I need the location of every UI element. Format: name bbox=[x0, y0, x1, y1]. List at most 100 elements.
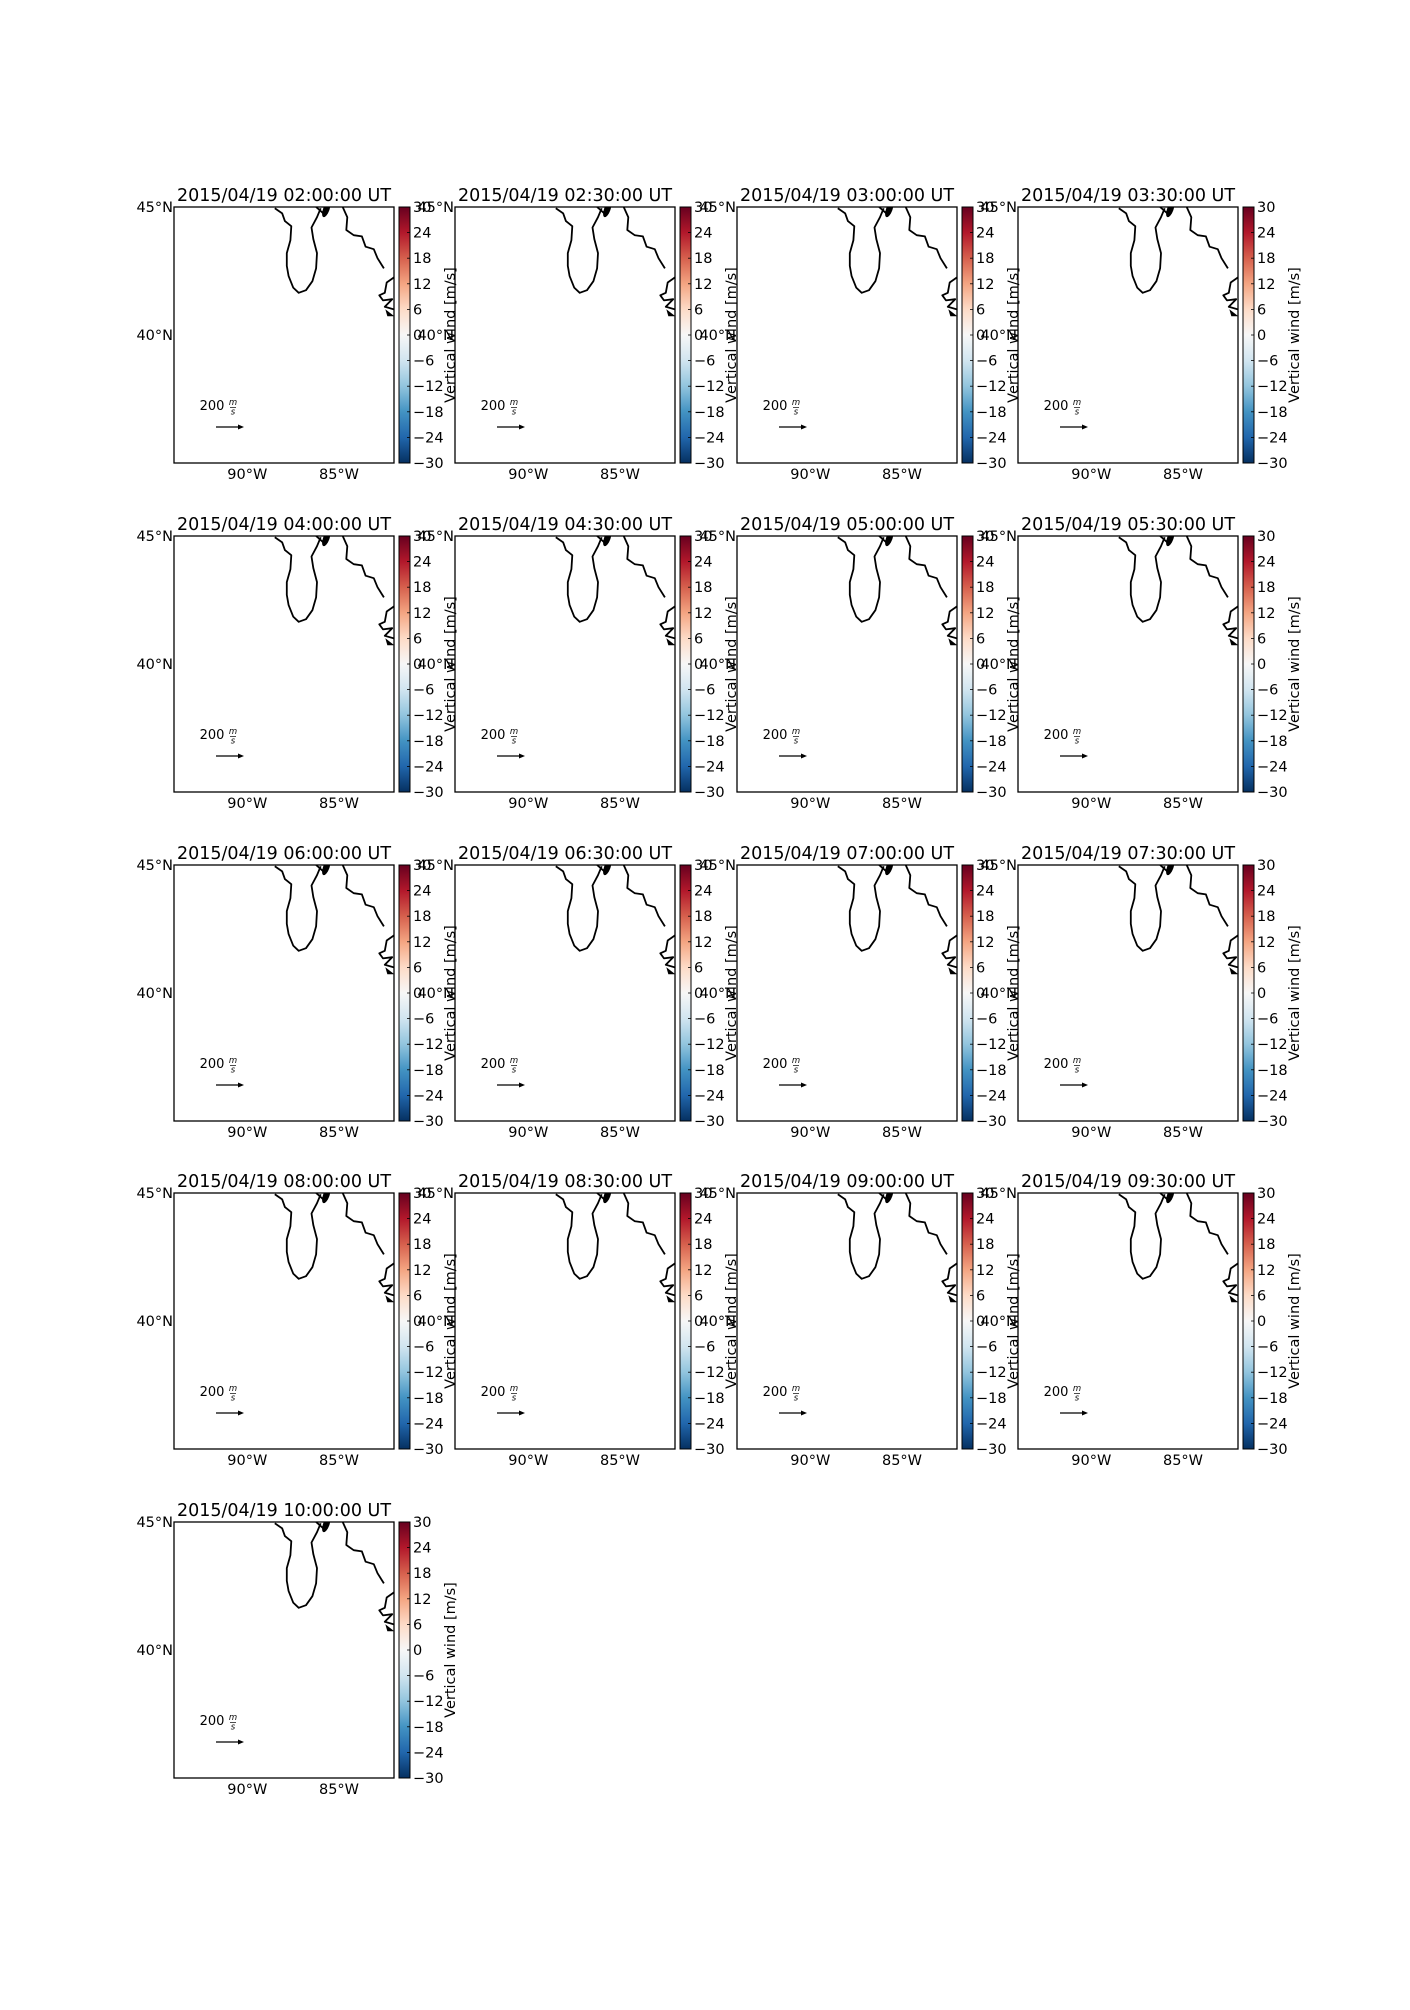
colorbar-tick-label: −18 bbox=[1257, 1063, 1288, 1079]
arrow-head-icon bbox=[519, 753, 525, 759]
colorbar-tick-label: 18 bbox=[413, 1566, 431, 1582]
lake-shape bbox=[603, 207, 612, 218]
arrow-head-icon bbox=[519, 424, 525, 430]
lon-tick-label: 85°W bbox=[600, 796, 640, 812]
colorbar-tick-label: −24 bbox=[694, 759, 725, 775]
coast-marker bbox=[948, 638, 957, 646]
colorbar-tick-label: −6 bbox=[694, 683, 715, 699]
coastline bbox=[659, 934, 675, 969]
coastline bbox=[555, 536, 603, 623]
colorbar-tick-label: 18 bbox=[694, 580, 712, 596]
colorbar-tick-label: −24 bbox=[976, 1088, 1007, 1104]
colorbar-tick-label: −12 bbox=[1257, 1037, 1288, 1053]
coastline bbox=[837, 865, 885, 952]
colorbar-tick-label: −30 bbox=[413, 1114, 444, 1130]
colorbar-tick-label: −12 bbox=[976, 708, 1007, 724]
lon-tick-label: 85°W bbox=[1163, 1453, 1203, 1469]
colorbar-tick-label: 0 bbox=[413, 1314, 422, 1330]
colorbar-tick-label: 24 bbox=[976, 226, 994, 242]
colorbar-tick-label: 18 bbox=[694, 909, 712, 925]
colorbar-tick-label: 18 bbox=[976, 251, 994, 267]
colorbar-tick-label: 0 bbox=[1257, 328, 1266, 344]
coastline bbox=[1118, 207, 1166, 294]
colorbar-tick-label: −24 bbox=[1257, 430, 1288, 446]
lon-tick-label: 90°W bbox=[508, 796, 548, 812]
coast-marker bbox=[1229, 1295, 1238, 1303]
arrow-head-icon bbox=[801, 753, 807, 759]
colorbar-tick-label: 12 bbox=[976, 935, 994, 951]
coastline-layer bbox=[274, 865, 394, 975]
lake-shape bbox=[885, 865, 894, 876]
colorbar-label: Vertical wind [m/s] bbox=[724, 596, 740, 732]
coastline-layer bbox=[555, 865, 675, 975]
quiver-key-value: 200 bbox=[763, 728, 788, 743]
lon-tick-label: 85°W bbox=[882, 796, 922, 812]
coastline-layer bbox=[555, 1193, 675, 1303]
lat-tick-label: 40°N bbox=[699, 328, 736, 344]
colorbar-tick-label: −24 bbox=[413, 1088, 444, 1104]
coast-marker bbox=[948, 967, 957, 975]
quiver-key-value: 200 bbox=[200, 728, 225, 743]
colorbar-tick-label: 6 bbox=[976, 302, 985, 318]
coastline bbox=[341, 1193, 385, 1255]
coastline bbox=[659, 1262, 675, 1297]
colorbar: 30 24 18 12 6 0 −6 −12 −18 −24 −30 Vertical wind [m… bbox=[1242, 1186, 1303, 1458]
coastline bbox=[274, 1193, 322, 1280]
colorbar-tick-label: −24 bbox=[1257, 1088, 1288, 1104]
colorbar-tick-label: 18 bbox=[1257, 1237, 1275, 1253]
quiver-key: 200 ms bbox=[481, 1384, 525, 1416]
colorbar-tick-label: 6 bbox=[694, 1288, 703, 1304]
colorbar-tick-label: 6 bbox=[413, 1617, 422, 1633]
coastline bbox=[941, 1262, 957, 1297]
map-frame bbox=[173, 1521, 395, 1779]
colorbar-tick-label: −12 bbox=[694, 1365, 725, 1381]
coastline-layer bbox=[555, 207, 675, 317]
colorbar-tick-label: −18 bbox=[976, 1063, 1007, 1079]
coastline bbox=[1222, 276, 1238, 311]
colorbar-tick-label: −6 bbox=[694, 1012, 715, 1028]
lon-tick-label: 85°W bbox=[319, 796, 359, 812]
colorbar-tick-label: 6 bbox=[976, 1288, 985, 1304]
colorbar-tick-label: 18 bbox=[413, 251, 431, 267]
lat-tick-label: 45°N bbox=[136, 858, 173, 874]
lat-tick-label: 45°N bbox=[699, 858, 736, 874]
colorbar-tick-label: −12 bbox=[413, 708, 444, 724]
colorbar-tick-label: −30 bbox=[976, 456, 1007, 472]
colorbar-tick-label: 0 bbox=[976, 657, 985, 673]
coastline-layer bbox=[274, 536, 394, 646]
coast-marker bbox=[385, 638, 394, 646]
lon-tick-label: 90°W bbox=[508, 1453, 548, 1469]
colorbar-tick-label: 24 bbox=[413, 555, 431, 571]
colorbar-tick-label: −6 bbox=[694, 354, 715, 370]
colorbar-tick-label: 24 bbox=[694, 1212, 712, 1228]
colorbar-tick-label: −24 bbox=[413, 430, 444, 446]
quiver-key-unit-num: m bbox=[229, 727, 237, 737]
coastline bbox=[274, 865, 322, 952]
colorbar-tick-label: −30 bbox=[694, 785, 725, 801]
lon-tick-label: 85°W bbox=[600, 467, 640, 483]
colorbar-tick-label: −30 bbox=[1257, 785, 1288, 801]
lat-tick-label: 45°N bbox=[980, 200, 1017, 216]
lake-shape bbox=[322, 207, 331, 218]
colorbar-tick-label: 24 bbox=[1257, 1212, 1275, 1228]
colorbar-tick-label: 0 bbox=[694, 986, 703, 1002]
colorbar-tick-label: −24 bbox=[976, 1416, 1007, 1432]
lat-tick-label: 45°N bbox=[417, 1186, 454, 1202]
colorbar-tick-label: −6 bbox=[413, 1012, 434, 1028]
colorbar: 30 24 18 12 6 0 −6 −12 −18 −24 −30 Vertical wind [m… bbox=[1242, 858, 1303, 1130]
colorbar-tick-label: 18 bbox=[413, 909, 431, 925]
colorbar-tick-label: 0 bbox=[694, 657, 703, 673]
colorbar-tick-label: −6 bbox=[1257, 683, 1278, 699]
arrow-head-icon bbox=[519, 1082, 525, 1088]
quiver-key-value: 200 bbox=[763, 399, 788, 414]
colorbar-tick-label: 12 bbox=[976, 277, 994, 293]
colorbar-tick-label: 0 bbox=[413, 986, 422, 1002]
coastline-layer bbox=[274, 207, 394, 317]
colorbar-tick-label: −6 bbox=[413, 1669, 434, 1685]
map-frame bbox=[1017, 864, 1239, 1122]
panel-title: 2015/04/19 08:00:00 UT bbox=[177, 1172, 391, 1192]
quiver-key: 200 ms bbox=[1044, 1384, 1088, 1416]
colorbar-tick-label: −24 bbox=[976, 759, 1007, 775]
lon-tick-label: 85°W bbox=[319, 1782, 359, 1798]
map-panel: 2015/04/19 10:00:00 UT 90°W 85°W 45°N 40°N 20… bbox=[136, 1501, 459, 1798]
